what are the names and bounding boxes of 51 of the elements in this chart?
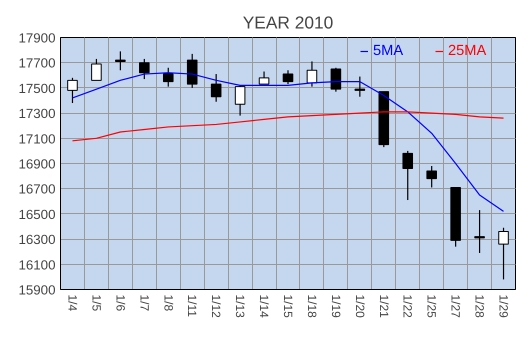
x-tick-label: 1/28 [472, 294, 487, 318]
x-tick-label: 1/12 [209, 294, 224, 318]
candlestick [402, 150, 414, 201]
x-tick-label: 1/7 [137, 294, 152, 312]
x-tick-label: 1/18 [304, 294, 319, 318]
x-tick-label: 1/14 [257, 294, 272, 318]
chart-title: YEAR 2010 [242, 12, 334, 32]
candlestick [139, 58, 150, 80]
y-tick-label: 17300 [18, 106, 56, 122]
candlestick [306, 60, 318, 88]
x-tick-label: 1/13 [233, 294, 248, 318]
y-tick-label: 16100 [18, 257, 56, 272]
y-tick-label: 16500 [18, 206, 56, 222]
x-tick-label: 1/4 [65, 294, 80, 312]
x-tick-label: 1/19 [328, 294, 343, 318]
y-tick-label: 16700 [18, 182, 56, 197]
x-tick-label: 1/21 [376, 294, 391, 318]
candlestick [330, 67, 342, 92]
y-tick-label: 17900 [18, 30, 56, 46]
candlestick [354, 76, 366, 98]
x-tick-label: 1/6 [113, 294, 128, 312]
y-tick-label: 15900 [18, 282, 56, 298]
candlestick [162, 67, 174, 88]
y-tick-label: 17500 [18, 80, 56, 96]
candlestick [498, 227, 509, 280]
candlestick [426, 165, 437, 188]
candlestick [258, 70, 270, 85]
candlestick [115, 50, 126, 71]
candlestick [67, 77, 78, 104]
candlestick [234, 84, 246, 116]
candlestick [91, 58, 102, 81]
x-tick-label: 1/5 [89, 294, 104, 312]
y-tick-label: 16900 [18, 156, 56, 172]
y-tick-label: 16300 [18, 232, 56, 248]
candlestick [474, 210, 485, 254]
candlestick [210, 73, 222, 102]
y-tick-label: 17700 [18, 56, 56, 71]
x-tick-label: 1/29 [496, 294, 511, 318]
candlestick [282, 70, 294, 85]
x-tick-label: 1/11 [185, 294, 200, 318]
legend-label: 5MA [373, 43, 404, 59]
x-tick-label: 1/8 [161, 294, 176, 312]
y-tick-label: 17100 [18, 131, 56, 146]
legend-label: 25MA [448, 43, 486, 59]
x-tick-label: 1/20 [352, 294, 367, 318]
x-tick-label: 1/27 [448, 294, 463, 318]
line-series [72, 111, 504, 142]
candlestick [186, 53, 198, 88]
x-tick-label: 1/25 [424, 294, 439, 318]
x-tick-label: 1/15 [281, 294, 295, 318]
x-tick-label: 1/22 [400, 294, 415, 318]
